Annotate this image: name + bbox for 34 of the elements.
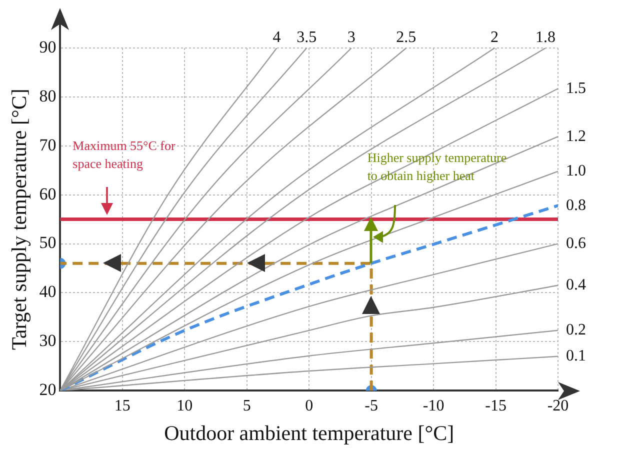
y-axis-title: Target supply temperature [°C] — [7, 88, 32, 350]
series-label: 3 — [347, 29, 356, 46]
series-label: 0.1 — [566, 348, 586, 365]
series-label: 1.2 — [566, 128, 586, 145]
series-label: 0.2 — [566, 322, 586, 339]
x-tick-label: 0 — [305, 397, 314, 414]
x-tick-label: 5 — [242, 397, 251, 414]
x-tick-label: -5 — [364, 397, 378, 414]
series-label: 3.5 — [296, 29, 317, 46]
y-tick-label: 40 — [39, 282, 56, 302]
x-tick-label: -10 — [422, 397, 444, 414]
x-tick-label: 15 — [114, 397, 130, 414]
x-axis-title: Outdoor ambient temperature [°C] — [164, 420, 454, 445]
series-label: 0.4 — [566, 276, 586, 294]
series-label: 1.8 — [536, 29, 556, 46]
series-label: 0.6 — [566, 234, 586, 252]
series-label: 1.5 — [566, 80, 586, 97]
y-tick-label: 80 — [39, 86, 56, 106]
y-tick-label: 20 — [39, 380, 56, 400]
ref-line-label: Maximum 55°C for space heating — [72, 137, 176, 174]
x-tick-label: 10 — [176, 397, 193, 414]
annotation: Higher supply temperature to obtain higher heat — [367, 149, 508, 186]
x-tick-label: -20 — [547, 397, 569, 414]
series-label: 2.5 — [396, 29, 416, 46]
y-tick-label: 60 — [39, 184, 56, 204]
series-label: 4 — [272, 29, 281, 46]
series-label: 2 — [490, 29, 499, 46]
y-tick-label: 70 — [39, 135, 56, 154]
y-tick-label: 30 — [39, 331, 56, 350]
y-tick-label: 90 — [39, 37, 56, 56]
series-label: 1.0 — [566, 162, 586, 180]
series-label: 0.8 — [566, 196, 586, 214]
x-tick-label: -15 — [485, 397, 506, 414]
y-tick-label: 50 — [39, 233, 56, 252]
